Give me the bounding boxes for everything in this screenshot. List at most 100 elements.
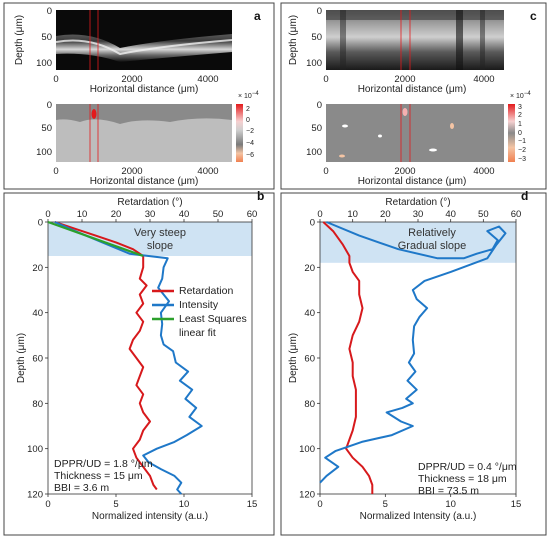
panel-b-depth-tick: 120: [27, 490, 43, 501]
panel-b-retardation-tick: 0: [45, 209, 50, 220]
panel-a-top-ytick: 0: [47, 6, 52, 17]
panel-d-retardation-tick: 60: [511, 209, 522, 220]
panel-a-colorbar-tick: −4: [246, 140, 254, 147]
panel-b-intensity-label: Normalized intensity (a.u.): [92, 511, 208, 522]
panel-d-retardation-label: Retardation (°): [385, 197, 450, 208]
panel-d-annotation: BBI = 73.5 m: [418, 485, 479, 497]
panel-d-annotation: Thickness = 18 μm: [418, 473, 507, 485]
panel-b-depth-tick: 100: [27, 444, 43, 455]
panel-a-top-xtick: 0: [53, 74, 58, 85]
panel-a-colorbar-scale: × 10−4: [238, 91, 259, 100]
panel-a-top-xtick: 2000: [121, 74, 142, 85]
panel-c-colorbar-tick: 0: [518, 130, 522, 137]
panel-a-bright-band: [55, 39, 233, 56]
panel-b-retardation-tick: 10: [77, 209, 88, 220]
panel-a-bot-xtick: 0: [53, 166, 58, 177]
panel-c-top-xtick: 2000: [394, 74, 415, 85]
panel-b-retardation-label: Retardation (°): [117, 197, 182, 208]
panel-a-bot-xtick: 4000: [197, 166, 218, 177]
panel-b-series-least-squares-linear-fit: [47, 220, 144, 258]
panel-d-slope-label: Gradual slope: [398, 240, 467, 252]
panel-d-depth-tick: 0: [310, 218, 315, 229]
panel-d-depth-tick: 20: [304, 263, 315, 274]
panel-c-top-xtick: 0: [323, 74, 328, 85]
panel-c-map-speck: [378, 134, 382, 138]
panel-b-retardation-tick: 40: [179, 209, 190, 220]
panel-a-top-ylabel: Depth (μm): [14, 15, 25, 65]
panel-d-letter: d: [521, 189, 528, 203]
panel-c-top-xtick: 4000: [473, 74, 494, 85]
panel-b-intensity-tick: 0: [45, 499, 50, 510]
panel-c-top-ylabel: Depth (μm): [288, 15, 299, 65]
panel-b-intensity-tick: 15: [247, 499, 258, 510]
panel-c-colorbar-tick: −3: [518, 156, 526, 163]
panel-c-colorbar-tick: 1: [518, 121, 522, 128]
panel-c-bot-ytick: 100: [306, 147, 322, 158]
panel-d-frame: [280, 192, 547, 536]
panel-b-annotation: DPPR/UD = 1.8 °/μm: [54, 458, 153, 470]
panel-b-depth-tick: 60: [32, 354, 43, 365]
panel-b-intensity-tick: 10: [179, 499, 190, 510]
panel-b-slope-band: [48, 222, 252, 256]
panel-d-slope-band: [320, 222, 516, 263]
panel-b-depth-label: Depth (μm): [16, 333, 27, 383]
panel-d-depth-tick: 60: [304, 354, 315, 365]
panel-a-colorbar: [236, 104, 243, 162]
panel-b-annotation: BBI = 3.6 m: [54, 482, 109, 494]
panel-c-top-xlabel: Horizontal distance (μm): [358, 84, 467, 95]
panel-c-bot-xtick: 4000: [473, 166, 494, 177]
panel-c-colorbar-tick: 3: [518, 104, 522, 111]
panel-a-bot-ytick: 100: [36, 147, 52, 158]
panel-a-bot-xlabel: Horizontal distance (μm): [90, 176, 199, 187]
panel-c-bot-ytick: 0: [317, 100, 322, 111]
panel-d-intensity-tick: 0: [317, 499, 322, 510]
panel-b-depth-tick: 0: [38, 218, 43, 229]
panel-c-bot-xtick: 2000: [394, 166, 415, 177]
panel-b-letter: b: [257, 189, 264, 203]
panel-a-bot-xtick: 2000: [121, 166, 142, 177]
panel-a-bot-ytick: 50: [41, 123, 52, 134]
panel-c-stripe: [456, 10, 463, 70]
panel-a-bot-ytick: 0: [47, 100, 52, 111]
panel-d-depth-tick: 40: [304, 308, 315, 319]
panel-c-retardation-map: [326, 104, 504, 162]
panel-d-intensity-label: Normalized Intensity (a.u.): [360, 511, 477, 522]
panel-b-annotation: Thickness = 15 μm: [54, 470, 143, 482]
panel-d-annotation: DPPR/UD = 0.4 °/μm: [418, 461, 517, 473]
panel-c-stripe: [480, 10, 485, 70]
panel-c-colorbar-tick: −1: [518, 138, 526, 145]
panel-c: c 0 50 100 Depth (μm) 0 2000 4000 Horizo…: [288, 6, 537, 187]
panel-c-top-ytick: 50: [311, 32, 322, 43]
panel-c-colorbar: [508, 104, 515, 162]
panel-b-depth-tick: 40: [32, 308, 43, 319]
panel-a-frame: [3, 2, 275, 190]
panel-b-depth-tick: 20: [32, 263, 43, 274]
panel-b-frame: [3, 192, 275, 536]
panel-d-retardation-tick: 40: [445, 209, 456, 220]
panel-d-retardation-tick: 50: [478, 209, 489, 220]
panel-c-frame: [280, 2, 547, 190]
panel-d-retardation-tick: 10: [347, 209, 358, 220]
panel-a-tissue-layer: [56, 34, 232, 62]
panel-a-top-xlabel: Horizontal distance (μm): [90, 84, 199, 95]
panel-d-depth-tick: 80: [304, 399, 315, 410]
panel-c-colorbar-tick: 2: [518, 112, 522, 119]
panel-a-map-hotspot: [91, 109, 97, 119]
panel-a-colorbar-tick: 0: [246, 117, 250, 124]
panel-c-top-dark: [326, 10, 504, 20]
panel-b-slope-label: Very steep: [134, 227, 186, 239]
panel-b-retardation-tick: 60: [247, 209, 258, 220]
panel-d-retardation-tick: 30: [413, 209, 424, 220]
panel-b-legend-label: Intensity: [179, 299, 219, 311]
panel-c-bot-ytick: 50: [311, 123, 322, 134]
panel-d-depth-tick: 100: [299, 444, 315, 455]
panel-c-colorbar-tick: −2: [518, 147, 526, 154]
panel-b-series-retardation: [54, 221, 158, 491]
panel-b-intensity-tick: 5: [113, 499, 118, 510]
panel-c-top-ytick: 0: [317, 6, 322, 17]
panel-d-retardation-tick: 20: [380, 209, 391, 220]
panel-c-map-speck: [429, 148, 437, 152]
panel-c-map-speck: [342, 124, 348, 128]
